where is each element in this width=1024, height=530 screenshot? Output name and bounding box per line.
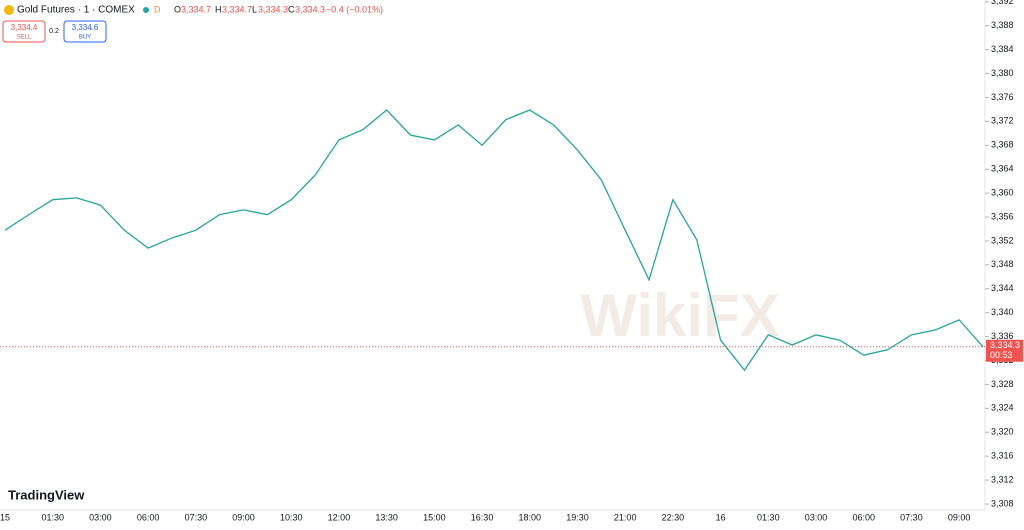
buy-button[interactable]	[63, 20, 107, 43]
sell-button[interactable]	[2, 20, 46, 43]
price-line	[4, 109, 984, 372]
y-tick-label: 3,372	[991, 116, 1014, 126]
price-tag-countdown: 00:53	[990, 350, 1013, 360]
y-tick-label: 3,320	[991, 427, 1014, 437]
y-tick-label: 3,340	[991, 307, 1014, 317]
x-tick-label: 06:00	[137, 512, 160, 522]
x-tick-label: 12:00	[328, 512, 351, 522]
close: 3,334.3	[295, 4, 325, 14]
buy: BUY	[79, 35, 91, 41]
x-tick-label: 01:30	[757, 512, 780, 522]
close-label: C	[288, 4, 295, 14]
x-tick-label: 10:30	[280, 512, 303, 522]
y-tick-label: 3,308	[991, 498, 1014, 508]
y-tick-label: 3,360	[991, 187, 1014, 197]
y-tick-label: 3,316	[991, 451, 1014, 461]
x-tick-label: 09:00	[232, 512, 255, 522]
spread: 0.2	[49, 28, 59, 35]
x-tick-label: 21:00	[614, 512, 637, 522]
y-tick-label: 3,352	[991, 235, 1014, 245]
y-tick-label: 3,348	[991, 259, 1014, 269]
y-tick-label: 3,368	[991, 140, 1014, 150]
y-tick-label: 3,356	[991, 211, 1014, 221]
x-tick-label: 07:30	[900, 512, 923, 522]
y-tick-label: 3,376	[991, 92, 1014, 102]
x-tick-label: 03:00	[805, 512, 828, 522]
y-tick-label: 3,324	[991, 403, 1014, 413]
symbol: Gold Futures · 1 · COMEX	[17, 5, 135, 16]
low: 3,334.3	[258, 4, 288, 14]
y-tick-label: 3,364	[991, 164, 1014, 174]
y-tick-label: 3,384	[991, 44, 1014, 54]
x-tick-label: 22:30	[662, 512, 685, 522]
change: −0.4 (−0.01%)	[326, 4, 383, 14]
x-tick-label: 06:00	[852, 512, 875, 522]
badge: D	[154, 4, 161, 14]
sell-price: 3,334.4	[11, 23, 38, 32]
open: 3,334.7	[181, 4, 211, 14]
y-tick-label: 3,344	[991, 283, 1014, 293]
y-tick-label: 3,328	[991, 379, 1014, 389]
price-tag	[986, 339, 1023, 362]
watermark: WikiFX	[580, 282, 779, 349]
y-tick-label: 3,392	[991, 0, 1014, 6]
x-tick-label: 09:00	[948, 512, 971, 522]
sell: SELL	[17, 35, 32, 41]
x-tick-label: 18:00	[519, 512, 542, 522]
y-tick-label: 3,380	[991, 68, 1014, 78]
x-tick-label: 19:30	[566, 512, 589, 522]
low-label: L	[252, 4, 257, 14]
buy-price: 3,334.6	[72, 23, 99, 32]
y-tick-label: 3,336	[991, 331, 1014, 341]
x-tick-label: 07:30	[185, 512, 208, 522]
symbol-icon	[4, 5, 14, 15]
high: 3,334.7	[222, 4, 252, 14]
x-tick-label: 15:00	[423, 512, 446, 522]
price-tag-price: 3,334.3	[990, 340, 1020, 350]
x-tick-label: 16:30	[471, 512, 494, 522]
brand: TradingView	[8, 487, 85, 502]
y-tick-label: 3,312	[991, 474, 1014, 484]
x-tick-label: 01:30	[41, 512, 64, 522]
x-tick-label: 16	[716, 512, 726, 522]
x-tick-label: 15	[0, 512, 10, 522]
x-tick-label: 13:30	[375, 512, 398, 522]
status-dot	[143, 7, 149, 13]
open-label: O	[174, 4, 181, 14]
x-tick-label: 03:00	[89, 512, 112, 522]
high-label: H	[215, 4, 222, 14]
y-tick-label: 3,388	[991, 20, 1014, 30]
